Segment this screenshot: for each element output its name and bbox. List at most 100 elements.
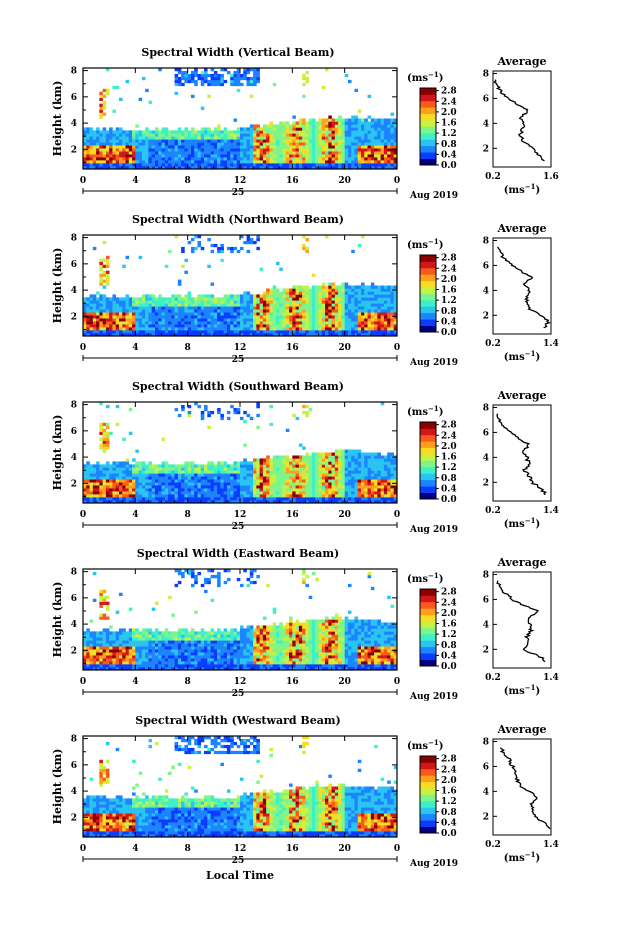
heatmap-cell [128,470,133,474]
heatmap-cell [102,479,107,483]
heatmap-cell [141,494,146,498]
heatmap-cell [262,467,267,471]
heatmap-cell [393,154,398,158]
heatmap-cell [115,142,120,146]
heatmap-cell [295,121,300,125]
heatmap-cell [112,479,117,483]
heatmap-cell [380,127,385,131]
heatmap-cell [158,130,162,134]
heatmap-cell [259,476,264,480]
heatmap-cell [207,485,211,489]
heatmap-cell [380,467,385,471]
heatmap-cell [298,467,303,471]
heatmap-cell [213,315,218,319]
heatmap-cell [292,333,296,337]
heatmap-cell [249,124,254,128]
x-tick-label: 0 [394,510,400,520]
heatmap-cell [383,327,388,331]
heatmap-cell [387,494,391,498]
heatmap-cell [86,500,90,504]
heatmap-cell [125,321,130,325]
heatmap-cell [298,297,303,301]
heatmap-cell [311,303,316,307]
heatmap-cell [292,312,296,316]
heatmap-cell [122,264,126,268]
heatmap-cell [308,151,313,155]
heatmap-cell [194,142,198,146]
heatmap-cell [115,300,120,304]
heatmap-cell [122,142,126,146]
heatmap-cell [92,497,97,501]
heatmap-cell [210,500,215,504]
heatmap-cell [305,500,309,504]
heatmap-cell [380,130,385,134]
heatmap-cell [135,130,139,134]
heatmap-cell [128,136,133,140]
heatmap-cell [217,166,221,170]
heatmap-cell [243,306,247,310]
heatmap-cell [253,309,257,313]
heatmap-cell [380,321,385,325]
heatmap-cell [364,452,368,456]
heatmap-cell [226,297,231,301]
heatmap-cell [321,464,326,468]
heatmap-cell [275,157,280,161]
heatmap-cell [204,160,208,164]
heatmap-cell [181,467,185,471]
heatmap-cell [325,166,329,170]
heatmap-cell [282,294,287,298]
heatmap-cell [279,309,283,313]
heatmap-cell [344,73,349,78]
heatmap-cell [344,485,349,489]
heatmap-cell [132,130,136,134]
heatmap-cell [334,461,339,465]
heatmap-cell [210,294,215,298]
heatmap-cell [109,160,113,164]
heatmap-cell [344,455,349,459]
heatmap-cell [367,312,372,316]
heatmap-cell [86,464,90,468]
heatmap-cell [285,458,290,462]
heatmap-cell [197,148,202,152]
heatmap-cell [282,127,287,131]
heatmap-cell [249,473,254,477]
heatmap-cell [115,151,120,155]
heatmap-cell [334,497,339,501]
heatmap-cell [246,464,251,468]
heatmap-cell [96,151,100,155]
heatmap-cell [151,157,156,161]
heatmap-cell [387,288,391,292]
heatmap-cell [380,324,385,328]
heatmap-cell [236,327,241,331]
heatmap-cell [158,300,162,304]
heatmap-cell [253,130,257,134]
heatmap-cell [233,470,238,474]
heatmap-cell [311,133,316,137]
heatmap-cell [367,488,372,492]
heatmap-cell [83,315,87,319]
heatmap-cell [243,300,247,304]
heatmap-cell [256,139,260,143]
heatmap-cell [217,327,221,331]
heatmap-cell [243,139,247,143]
heatmap-cell [102,100,107,104]
heatmap-cell [351,124,355,128]
heatmap-cell [295,133,300,137]
heatmap-cell [233,467,238,471]
heatmap-cell [377,321,381,325]
heatmap-cell [197,151,202,155]
heatmap-cell [272,327,277,331]
heatmap-cell [96,163,100,167]
heatmap-cell [99,279,103,283]
heatmap-cell [328,166,332,170]
heatmap-cell [164,163,169,167]
heatmap-cell [315,315,319,319]
heatmap-cell [253,461,257,465]
heatmap-cell [311,327,316,331]
heatmap-cell [83,148,87,152]
heatmap-cell [217,318,221,322]
heatmap-cell [122,163,126,167]
heatmap-cell [207,151,211,155]
heatmap-cell [243,160,247,164]
